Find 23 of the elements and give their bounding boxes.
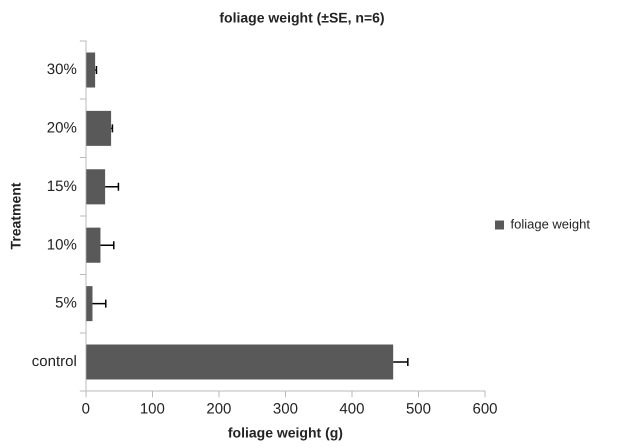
x-tick-label: 600: [472, 400, 498, 418]
x-tick-label: 300: [272, 400, 298, 418]
bar: [86, 344, 394, 380]
y-tick-label: 5%: [55, 294, 77, 312]
x-tick-label: 200: [206, 400, 232, 418]
bar: [86, 169, 106, 204]
chart-title: foliage weight (±SE, n=6): [219, 9, 385, 26]
bar: [86, 52, 96, 88]
x-tick-label: 400: [339, 400, 364, 418]
bar: [86, 110, 112, 146]
x-tick-label: 500: [406, 400, 431, 418]
y-tick-label: 30%: [46, 61, 77, 78]
x-tick-label: 100: [140, 400, 165, 418]
y-tick-label: 20%: [46, 120, 77, 137]
y-tick-label: 15%: [46, 178, 77, 195]
y-axis-title: Treatment: [7, 182, 24, 250]
x-tick-label: 0: [82, 400, 90, 418]
y-tick-label: 10%: [46, 236, 77, 254]
bar: [86, 228, 100, 263]
legend-label: foliage weight: [510, 216, 590, 232]
x-axis-title: foliage weight (g): [228, 424, 343, 440]
y-tick-label: control: [32, 353, 77, 370]
bar: [86, 286, 92, 322]
